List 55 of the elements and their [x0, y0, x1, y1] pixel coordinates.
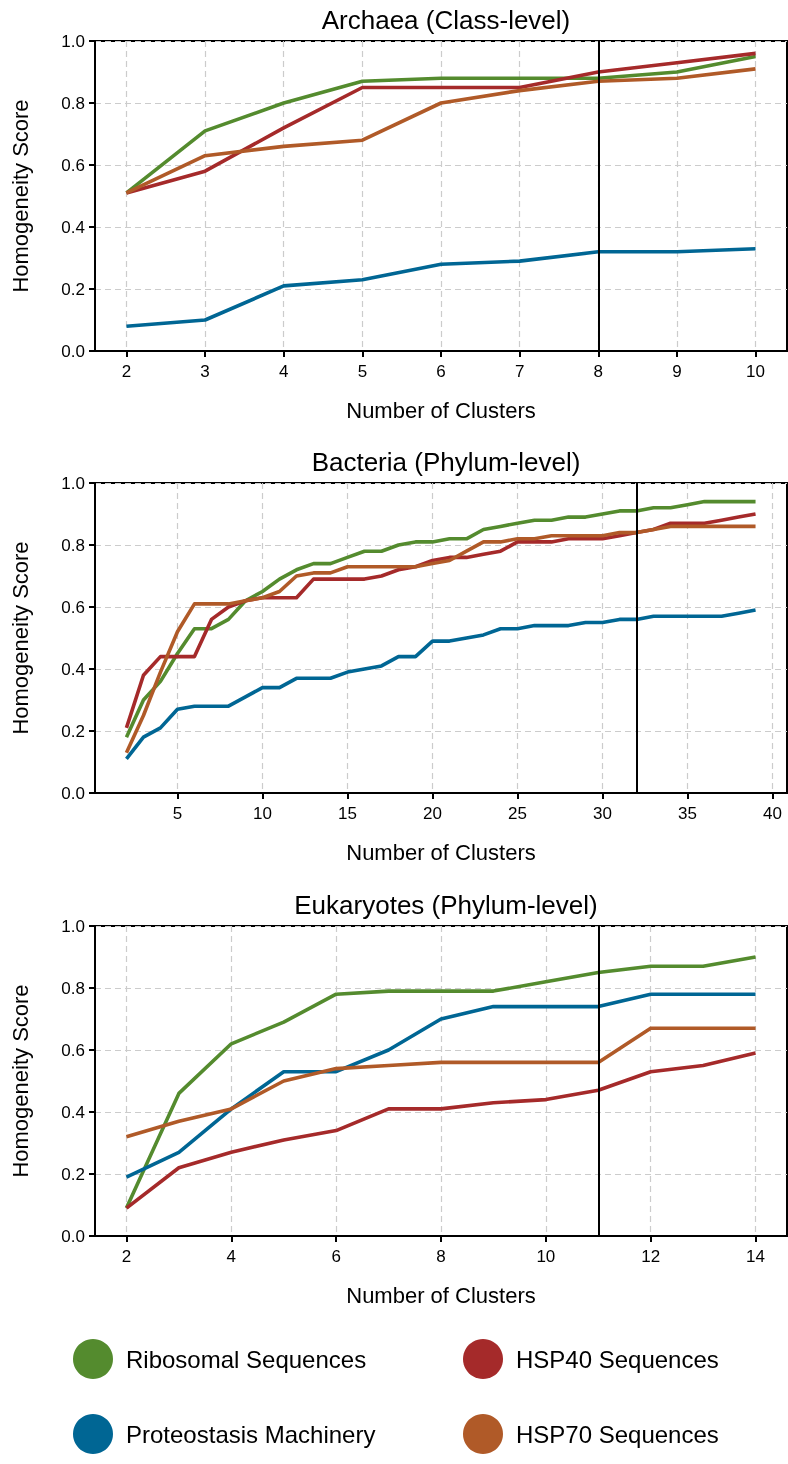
- legend-label: Proteostasis Machinery: [126, 1420, 376, 1448]
- y-axis-title: Homogeneity Score: [7, 99, 33, 293]
- x-axis-title: Number of Clusters: [346, 397, 536, 423]
- x-tick-label: 40: [763, 804, 783, 823]
- x-tick-label: 2: [121, 1247, 132, 1266]
- legend-label: HSP40 Sequences: [516, 1345, 719, 1373]
- y-tick-label: 0.4: [61, 217, 85, 237]
- legend-label: Ribosomal Sequences: [126, 1345, 367, 1373]
- y-tick-label: 1.0: [61, 916, 85, 936]
- x-tick-label: 10: [746, 362, 766, 381]
- y-tick-label: 0.0: [61, 783, 85, 803]
- y-tick-label: 1.0: [61, 31, 85, 51]
- x-axis-title: Number of Clusters: [346, 1282, 536, 1308]
- y-tick-label: 0.2: [61, 279, 85, 299]
- chart-title: Archaea (Class-level): [321, 5, 571, 35]
- x-tick-label: 14: [746, 1247, 766, 1266]
- x-tick-label: 25: [508, 804, 527, 823]
- y-tick-label: 0.8: [61, 978, 85, 998]
- x-tick-label: 9: [672, 362, 682, 381]
- y-tick-label: 0.2: [61, 1164, 85, 1184]
- x-tick-label: 6: [436, 362, 446, 381]
- y-tick-label: 0.0: [61, 341, 85, 361]
- x-tick-label: 35: [678, 804, 697, 823]
- y-tick-label: 0.2: [61, 721, 85, 741]
- x-tick-label: 30: [593, 804, 612, 823]
- x-tick-label: 10: [253, 804, 272, 823]
- x-tick-label: 5: [357, 362, 368, 381]
- legend-label: HSP70 Sequences: [516, 1420, 719, 1448]
- x-tick-label: 20: [423, 804, 442, 823]
- x-tick-label: 7: [514, 362, 525, 381]
- y-tick-label: 0.0: [61, 1226, 85, 1246]
- x-tick-label: 3: [200, 362, 210, 381]
- y-tick-label: 0.6: [61, 597, 85, 617]
- y-tick-label: 0.6: [61, 155, 85, 175]
- x-tick-label: 6: [331, 1247, 341, 1266]
- x-tick-label: 10: [536, 1247, 556, 1266]
- x-tick-label: 15: [338, 804, 357, 823]
- y-axis-title: Homogeneity Score: [7, 541, 33, 735]
- y-axis-title: Homogeneity Score: [7, 984, 33, 1178]
- x-tick-label: 4: [226, 1247, 237, 1266]
- x-tick-label: 4: [278, 362, 289, 381]
- y-tick-label: 0.4: [61, 1102, 85, 1122]
- x-tick-label: 8: [436, 1247, 446, 1266]
- y-tick-label: 0.6: [61, 1040, 85, 1060]
- x-axis-title: Number of Clusters: [346, 839, 536, 865]
- chart-title: Bacteria (Phylum-level): [311, 447, 581, 477]
- y-tick-label: 0.8: [61, 535, 85, 555]
- x-tick-label: 5: [172, 804, 183, 823]
- x-tick-label: 8: [593, 362, 604, 381]
- chart-title: Eukaryotes (Phylum-level): [294, 890, 598, 920]
- y-tick-label: 0.8: [61, 93, 85, 113]
- x-tick-label: 12: [641, 1247, 661, 1266]
- y-tick-label: 0.4: [61, 659, 85, 679]
- x-tick-label: 2: [121, 362, 132, 381]
- y-tick-label: 1.0: [61, 473, 85, 493]
